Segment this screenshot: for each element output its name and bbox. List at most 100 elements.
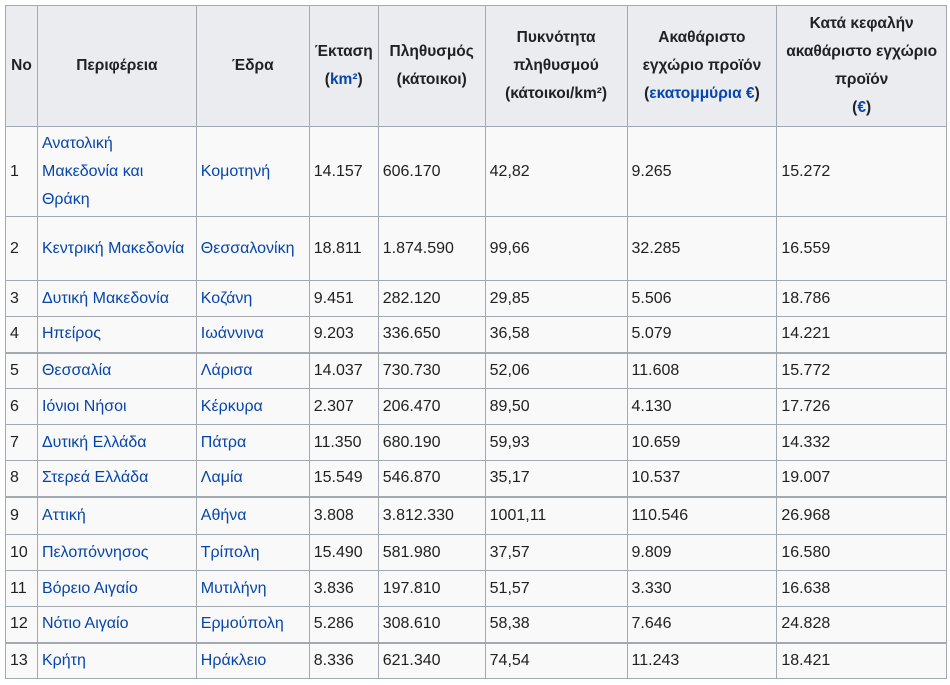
header-gdp-pc-unit-link[interactable]: € xyxy=(857,99,866,116)
area-cell: 2.307 xyxy=(308,388,379,425)
seat-cell: Κομοτηνή xyxy=(195,126,310,217)
gdp-per-capita-cell: 26.968 xyxy=(776,495,947,535)
table-row: 2 Κεντρική Μακεδονία Θεσσαλονίκη 18.811 1.87… xyxy=(5,216,947,281)
header-gdp-label: Ακαθάριστο εγχώριο προϊόν xyxy=(642,29,762,74)
header-density-line3: (κάτοικοι/km²) xyxy=(505,85,608,102)
header-density-line1: Πυκνότητα xyxy=(516,29,596,46)
region-link[interactable]: Ανατολική Μακεδονία και Θράκη xyxy=(41,134,144,208)
table-row: 11 Βόρειο Αιγαίο Μυτιλήνη 3.836 197.810 51,57… xyxy=(5,570,947,607)
header-population-label: Πληθυσμός xyxy=(389,43,474,60)
seat-link[interactable]: Τρίπολη xyxy=(200,543,260,561)
seat-link[interactable]: Αθήνα xyxy=(200,506,247,524)
gdp-per-capita-cell: 14.332 xyxy=(776,424,947,461)
density-cell: 42,82 xyxy=(484,126,628,217)
row-number: 9 xyxy=(5,495,38,535)
gdp-per-capita-cell: 16.638 xyxy=(776,570,947,607)
region-cell: Βόρειο Αιγαίο xyxy=(36,570,197,607)
header-gdp-unit-link[interactable]: εκατομμύρια € xyxy=(649,85,755,102)
region-cell: Ιόνιοι Νήσοι xyxy=(36,388,197,425)
seat-link[interactable]: Κέρκυρα xyxy=(200,397,263,415)
region-link[interactable]: Αττική xyxy=(41,506,86,524)
region-cell: Πελοπόννησος xyxy=(36,534,197,571)
header-gdp-per-capita: Κατά κεφαλήν ακαθάριστο εγχώριο προϊόν (… xyxy=(776,5,947,127)
region-link[interactable]: Ιόνιοι Νήσοι xyxy=(41,397,127,415)
area-cell: 5.286 xyxy=(308,606,379,643)
region-link[interactable]: Κεντρική Μακεδονία xyxy=(41,239,185,257)
region-cell: Ηπείρος xyxy=(36,316,197,353)
seat-link[interactable]: Ερμούπολη xyxy=(200,615,284,633)
region-link[interactable]: Κρήτη xyxy=(41,651,86,669)
seat-link[interactable]: Κοζάνη xyxy=(200,289,253,307)
population-cell: 606.170 xyxy=(377,126,486,217)
region-link[interactable]: Νότιο Αιγαίο xyxy=(41,615,129,633)
gdp-per-capita-cell: 19.007 xyxy=(776,460,947,497)
gdp-cell: 11.243 xyxy=(626,641,778,679)
seat-link[interactable]: Κομοτηνή xyxy=(200,162,271,180)
region-link[interactable]: Δυτική Ελλάδα xyxy=(41,433,147,451)
area-cell: 9.451 xyxy=(308,280,379,317)
table-row: 1 Ανατολική Μακεδονία και Θράκη Κομοτηνή 14… xyxy=(5,126,947,217)
header-gdp-pc-label: Κατά κεφαλήν ακαθάριστο εγχώριο προϊόν xyxy=(786,15,938,88)
seat-cell: Λαμία xyxy=(195,460,310,497)
density-cell: 1001,11 xyxy=(484,495,628,535)
table-row: 3 Δυτική Μακεδονία Κοζάνη 9.451 282.120 29,85… xyxy=(5,280,947,317)
population-cell: 308.610 xyxy=(377,606,486,643)
area-cell: 8.336 xyxy=(308,641,379,679)
population-cell: 546.870 xyxy=(377,460,486,497)
region-link[interactable]: Βόρειο Αιγαίο xyxy=(41,579,138,597)
header-gdp: Ακαθάριστο εγχώριο προϊόν (εκατομμύρια €… xyxy=(626,5,778,127)
row-number: 1 xyxy=(5,126,38,217)
gdp-per-capita-cell: 16.580 xyxy=(776,534,947,571)
seat-link[interactable]: Ηράκλειο xyxy=(200,651,267,669)
seat-link[interactable]: Λαμία xyxy=(200,469,243,487)
row-number: 7 xyxy=(5,424,38,461)
seat-cell: Ηράκλειο xyxy=(195,641,310,679)
seat-link[interactable]: Πάτρα xyxy=(200,433,247,451)
regions-table: No Περιφέρεια Έδρα Έκταση (km²) Πληθυσμό… xyxy=(5,5,947,679)
table-row: 9 Αττική Αθήνα 3.808 3.812.330 1001,11 110.546… xyxy=(5,495,947,535)
population-cell: 581.980 xyxy=(377,534,486,571)
header-density-line2: πληθυσμού xyxy=(513,57,599,74)
density-cell: 59,93 xyxy=(484,424,628,461)
density-cell: 29,85 xyxy=(484,280,628,317)
row-number: 8 xyxy=(5,460,38,497)
seat-link[interactable]: Μυτιλήνη xyxy=(200,579,267,597)
row-number: 2 xyxy=(5,216,38,281)
region-link[interactable]: Θεσσαλία xyxy=(41,361,112,379)
seat-cell: Λάρισα xyxy=(195,351,310,389)
seat-cell: Κοζάνη xyxy=(195,280,310,317)
region-cell: Κρήτη xyxy=(36,641,197,679)
population-cell: 197.810 xyxy=(377,570,486,607)
gdp-cell: 4.130 xyxy=(626,388,778,425)
gdp-cell: 5.506 xyxy=(626,280,778,317)
population-cell: 1.874.590 xyxy=(377,216,486,281)
population-cell: 730.730 xyxy=(377,351,486,389)
seat-cell: Ιωάννινα xyxy=(195,316,310,353)
gdp-cell: 3.330 xyxy=(626,570,778,607)
seat-cell: Μυτιλήνη xyxy=(195,570,310,607)
header-area-unit-link[interactable]: km² xyxy=(329,71,358,88)
row-number: 4 xyxy=(5,316,38,353)
density-cell: 89,50 xyxy=(484,388,628,425)
region-link[interactable]: Πελοπόννησος xyxy=(41,543,149,561)
table-row: 13 Κρήτη Ηράκλειο 8.336 621.340 74,54 11.243 18… xyxy=(5,641,947,679)
area-cell: 11.350 xyxy=(308,424,379,461)
seat-link[interactable]: Θεσσαλονίκη xyxy=(200,239,295,257)
table-row: 4 Ηπείρος Ιωάννινα 9.203 336.650 36,58 5.079 14… xyxy=(5,316,947,353)
seat-cell: Πάτρα xyxy=(195,424,310,461)
seat-cell: Ερμούπολη xyxy=(195,606,310,643)
seat-link[interactable]: Λάρισα xyxy=(200,361,253,379)
seat-link[interactable]: Ιωάννινα xyxy=(200,325,264,343)
gdp-cell: 5.079 xyxy=(626,316,778,353)
header-density: Πυκνότητα πληθυσμού (κάτοικοι/km²) xyxy=(484,5,628,127)
table-row: 10 Πελοπόννησος Τρίπολη 15.490 581.980 37,57 9… xyxy=(5,534,947,571)
population-cell: 336.650 xyxy=(377,316,486,353)
region-link[interactable]: Στερεά Ελλάδα xyxy=(41,469,149,487)
gdp-per-capita-cell: 16.559 xyxy=(776,216,947,281)
region-cell: Αττική xyxy=(36,495,197,535)
row-number: 13 xyxy=(5,641,38,679)
region-link[interactable]: Δυτική Μακεδονία xyxy=(41,289,169,307)
gdp-cell: 9.265 xyxy=(626,126,778,217)
area-cell: 3.836 xyxy=(308,570,379,607)
region-link[interactable]: Ηπείρος xyxy=(41,325,101,343)
